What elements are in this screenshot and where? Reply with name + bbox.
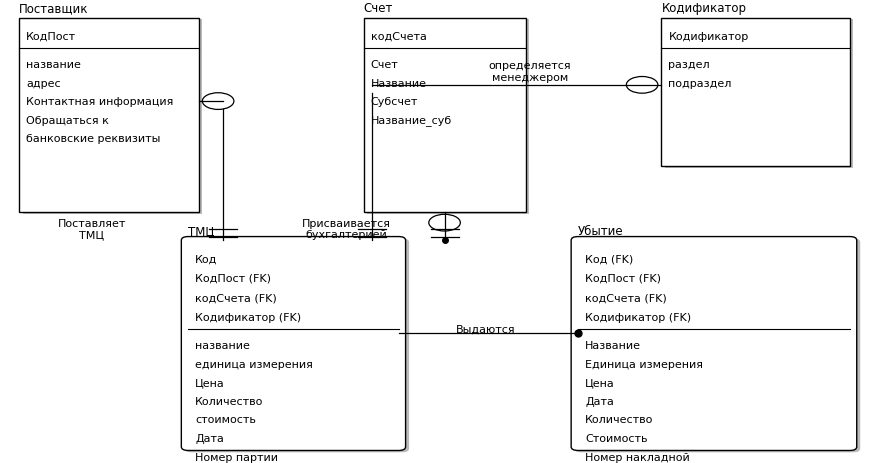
Text: Единица измерения: Единица измерения (585, 359, 703, 369)
Text: Присваивается
бухгалтерией: Присваивается бухгалтерией (301, 219, 391, 240)
Text: раздел: раздел (668, 60, 710, 70)
Text: Счет: Счет (371, 60, 399, 70)
FancyBboxPatch shape (185, 239, 409, 452)
Text: Убытие: Убытие (578, 224, 624, 237)
FancyBboxPatch shape (665, 20, 853, 169)
Text: стоимость: стоимость (195, 414, 256, 425)
Text: Номер накладной: Номер накладной (585, 451, 690, 462)
Text: Название_суб: Название_суб (371, 115, 452, 126)
Text: ТМЦ: ТМЦ (188, 224, 215, 237)
Text: кодСчета: кодСчета (371, 31, 427, 42)
Text: Поставляет
ТМЦ: Поставляет ТМЦ (58, 219, 126, 240)
Text: Код (FK): Код (FK) (585, 254, 633, 264)
Text: Кодификатор: Кодификатор (661, 2, 746, 15)
Text: Субсчет: Субсчет (371, 97, 418, 107)
Text: единица измерения: единица измерения (195, 359, 314, 369)
Text: Количество: Количество (195, 396, 264, 406)
Text: определяется
менеджером: определяется менеджером (489, 61, 571, 82)
Text: кодСчета (FK): кодСчета (FK) (585, 293, 667, 303)
FancyBboxPatch shape (181, 237, 406, 450)
Text: Контактная информация: Контактная информация (26, 97, 173, 107)
Text: подраздел: подраздел (668, 78, 731, 88)
Text: Обращаться к: Обращаться к (26, 115, 110, 125)
Text: Дата: Дата (195, 433, 224, 443)
Text: Количество: Количество (585, 414, 653, 425)
Text: название: название (195, 340, 251, 350)
FancyBboxPatch shape (661, 19, 850, 167)
Text: банковские реквизиты: банковские реквизиты (26, 134, 160, 144)
Text: КодПост: КодПост (26, 31, 76, 42)
Text: название: название (26, 60, 81, 70)
Text: Название: Название (371, 78, 427, 88)
FancyBboxPatch shape (571, 237, 857, 450)
Text: Кодификатор: Кодификатор (668, 31, 749, 42)
Text: Номер партии: Номер партии (195, 451, 279, 462)
Text: КодПост (FK): КодПост (FK) (195, 273, 272, 283)
Text: Выдаются: Выдаются (456, 324, 516, 334)
Text: Цена: Цена (585, 377, 615, 388)
FancyBboxPatch shape (23, 20, 202, 215)
Text: Стоимость: Стоимость (585, 433, 647, 443)
Text: кодСчета (FK): кодСчета (FK) (195, 293, 277, 303)
Text: Код: Код (195, 254, 218, 264)
Text: КодПост (FK): КодПост (FK) (585, 273, 661, 283)
Text: Название: Название (585, 340, 641, 350)
Text: Цена: Цена (195, 377, 225, 388)
Text: Кодификатор (FK): Кодификатор (FK) (195, 312, 301, 322)
Text: Дата: Дата (585, 396, 614, 406)
Text: Кодификатор (FK): Кодификатор (FK) (585, 312, 691, 322)
FancyBboxPatch shape (19, 19, 199, 213)
Text: адрес: адрес (26, 78, 61, 88)
FancyBboxPatch shape (575, 239, 860, 452)
FancyBboxPatch shape (367, 20, 529, 215)
FancyBboxPatch shape (364, 19, 526, 213)
Text: Поставщик: Поставщик (19, 2, 88, 15)
Text: Счет: Счет (364, 2, 393, 15)
